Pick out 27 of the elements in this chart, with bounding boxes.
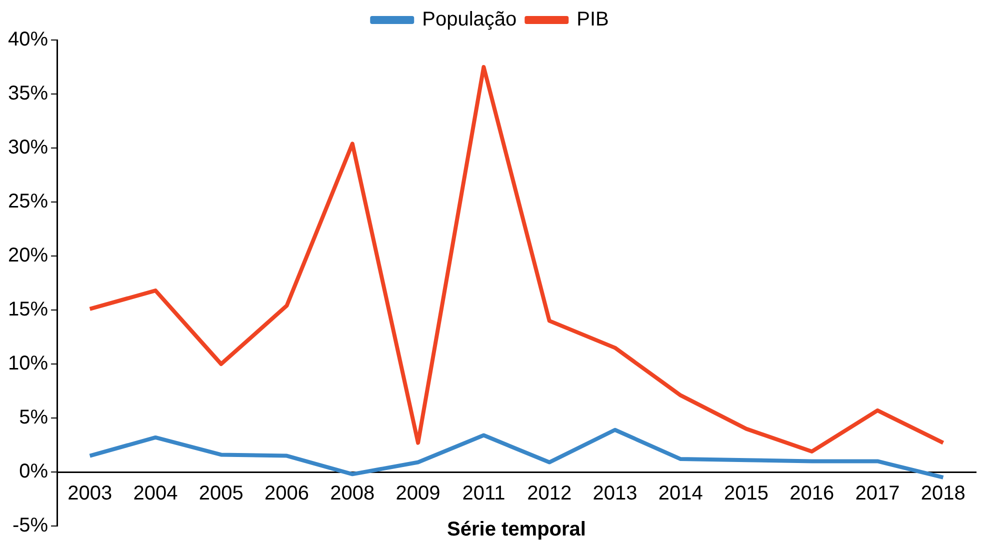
- x-tick-label: 2015: [724, 482, 769, 505]
- x-tick-label: 2017: [855, 482, 900, 505]
- y-tick-label: 35%: [8, 82, 48, 105]
- y-tick-label: 25%: [8, 190, 48, 213]
- x-tick-label: 2009: [396, 482, 440, 505]
- legend-label: PIB: [576, 8, 609, 31]
- y-tick-label: 10%: [8, 352, 48, 375]
- y-tick-label: 5%: [19, 406, 48, 429]
- y-tick-label: 30%: [8, 136, 48, 159]
- y-tick-label: 15%: [8, 298, 48, 321]
- x-tick-label: 2012: [527, 482, 572, 505]
- x-axis-title: Série temporal: [447, 518, 586, 541]
- y-tick-label: -5%: [12, 514, 48, 537]
- y-tick-label: 40%: [8, 28, 48, 51]
- x-tick-label: 2011: [462, 482, 506, 505]
- x-tick-label: 2016: [790, 482, 834, 505]
- y-tick-label: 0%: [19, 460, 48, 483]
- x-tick-label: 2008: [330, 482, 375, 505]
- x-tick-label: 2013: [592, 482, 638, 505]
- y-tick-label: 20%: [8, 244, 48, 267]
- x-tick-label: 2006: [264, 482, 310, 505]
- x-tick-label: 2005: [198, 482, 244, 505]
- x-tick-label: 2004: [133, 482, 178, 505]
- x-tick-label: 2014: [658, 482, 703, 505]
- legend-label: População: [422, 8, 517, 31]
- x-tick-label: 2018: [920, 482, 966, 505]
- x-tick-label: 2003: [68, 482, 112, 505]
